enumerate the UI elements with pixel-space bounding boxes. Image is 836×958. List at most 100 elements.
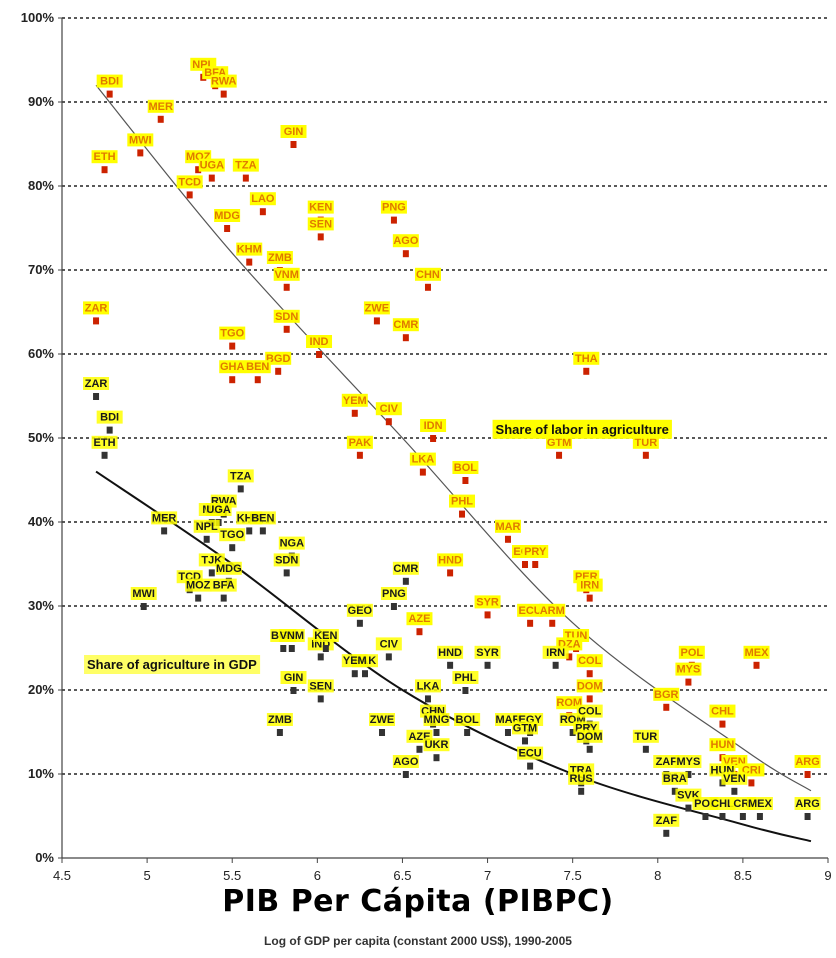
point-marker <box>586 670 593 678</box>
point-marker <box>276 729 283 736</box>
point-label-bg <box>452 461 479 474</box>
data-point: BOL <box>452 461 479 484</box>
point-label-bg <box>517 603 544 617</box>
point-label: RWA <box>211 76 237 88</box>
point-label: ZAR <box>85 378 108 390</box>
point-label: KEN <box>309 202 332 214</box>
point-marker <box>642 745 649 753</box>
data-point: GHA <box>219 360 246 384</box>
x-tick-label: 7 <box>484 868 491 883</box>
x-tick-label: 4.5 <box>53 868 71 883</box>
data-point: BEN <box>249 511 276 535</box>
point-label: ZMB <box>268 252 292 264</box>
point-label: MYS <box>676 664 700 676</box>
point-label: PHL <box>454 672 476 684</box>
point-label-bg <box>83 377 110 390</box>
data-point: IDN <box>420 419 447 442</box>
point-label-bg <box>249 192 276 206</box>
point-marker <box>283 569 290 577</box>
point-label-bg <box>414 679 441 693</box>
point-label-bg <box>576 679 603 693</box>
point-marker <box>195 594 202 602</box>
point-label: LKA <box>412 454 435 466</box>
point-label-bg <box>266 251 293 264</box>
point-marker <box>424 283 431 291</box>
point-label-bg <box>198 158 225 172</box>
point-label: BGR <box>654 689 679 701</box>
point-label-bg <box>219 326 246 340</box>
point-label-bg <box>420 419 447 432</box>
point-label-bg <box>369 713 396 726</box>
data-point: SEN <box>307 679 334 703</box>
point-label-bg <box>392 755 419 768</box>
data-point: CMR <box>392 561 419 585</box>
point-label: IDN <box>424 420 443 432</box>
data-point: DOM <box>576 679 603 703</box>
point-marker <box>237 485 244 493</box>
data-point: MEX <box>743 645 770 669</box>
data-point: TUR <box>632 729 659 753</box>
point-marker <box>140 603 147 610</box>
data-point: SDN <box>273 553 300 577</box>
point-label: MER <box>152 512 177 524</box>
data-point: GIN <box>280 671 307 694</box>
point-marker <box>280 645 287 652</box>
data-point: CIV <box>375 402 402 426</box>
point-label: GTM <box>547 437 571 449</box>
data-point: ECU <box>517 746 544 770</box>
point-label-bg <box>794 797 821 810</box>
point-label-bg <box>346 435 373 449</box>
data-point: TGO <box>219 528 246 552</box>
point-marker <box>527 619 534 627</box>
point-label: THA <box>575 353 598 365</box>
point-label: BDI <box>100 412 119 424</box>
point-marker <box>317 695 324 703</box>
point-label-bg <box>437 645 464 659</box>
point-marker <box>522 561 529 568</box>
point-marker <box>549 619 556 627</box>
point-label-bg <box>83 301 110 315</box>
point-marker <box>416 745 423 753</box>
point-marker <box>106 90 113 98</box>
data-point: ZWE <box>363 301 390 325</box>
point-label-bg <box>512 721 539 735</box>
data-point: SYR <box>474 645 501 669</box>
point-label-bg <box>709 738 736 752</box>
point-marker <box>385 653 392 661</box>
point-label: CHN <box>416 269 440 281</box>
point-marker <box>552 661 559 669</box>
data-point: PRY <box>522 545 549 568</box>
point-label: BEN <box>251 512 274 524</box>
y-tick-label: 50% <box>28 430 54 445</box>
point-marker <box>290 687 297 694</box>
point-label: MDG <box>216 563 242 575</box>
point-label-bg <box>452 671 479 684</box>
point-label: DOM <box>577 731 603 743</box>
point-marker <box>390 603 397 610</box>
point-marker <box>259 208 266 216</box>
data-point: NPL <box>193 519 220 543</box>
point-label: TZA <box>230 470 251 482</box>
point-label-bg <box>193 519 220 533</box>
point-marker <box>484 661 491 669</box>
data-point: VEN <box>721 771 748 795</box>
annotation-label: Share of agriculture in GDP <box>87 657 257 672</box>
point-label: UGA <box>200 160 225 172</box>
point-marker <box>569 729 576 736</box>
data-point: UGA <box>198 158 225 182</box>
point-marker <box>532 561 539 568</box>
data-point: MAR <box>494 519 521 543</box>
x-tick-label: 8.5 <box>734 868 752 883</box>
point-label: TGO <box>220 328 244 340</box>
data-point: ZMB <box>266 713 293 736</box>
data-point: MYS <box>675 755 702 778</box>
data-point: BGD <box>265 351 292 375</box>
point-label-bg <box>568 771 595 785</box>
point-marker <box>208 174 215 182</box>
point-label-bg <box>280 125 307 138</box>
data-point: DOM <box>576 729 603 753</box>
point-marker <box>578 787 585 795</box>
point-label-bg <box>244 360 271 374</box>
point-marker <box>283 325 290 333</box>
data-point: BFA <box>210 578 237 602</box>
